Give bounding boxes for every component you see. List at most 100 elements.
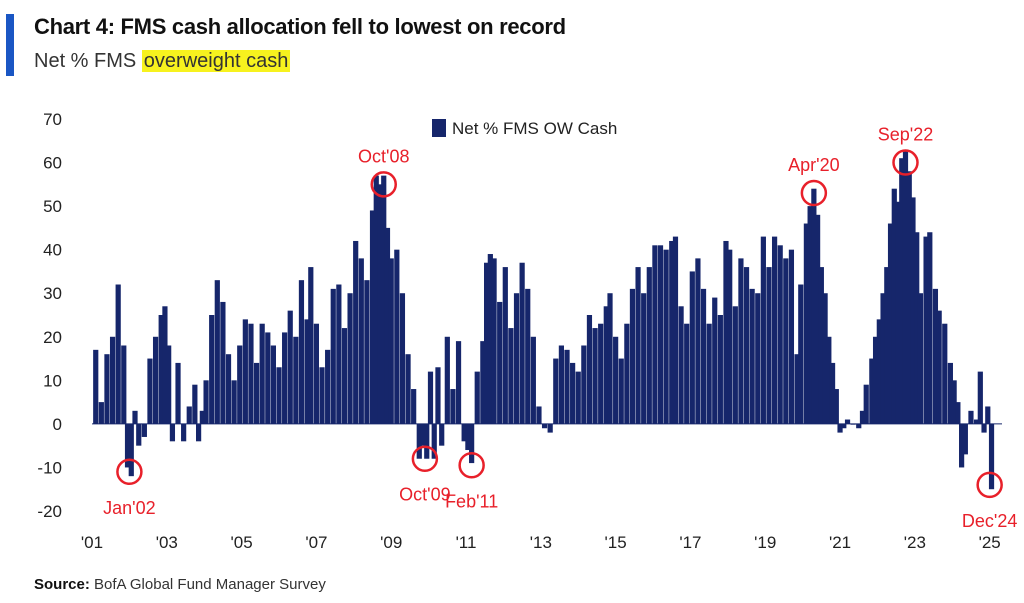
data-bar [902,149,909,424]
data-bar [109,336,116,424]
annotation-circle [370,171,397,198]
data-bar [480,341,486,424]
data-bar [818,267,824,424]
data-bar [439,423,445,446]
data-bar [798,284,804,424]
data-bar [270,345,276,424]
y-tick-label: 20 [43,328,62,347]
data-bar [214,280,220,424]
data-bar [914,232,920,424]
x-tick-label: '01 [81,533,103,552]
data-bar [624,323,630,424]
cash-allocation-chart: -20 -10 0 10 20 30 40 50 60 70 '01 '03 '05 '07 '09 '11 '… [37,110,1017,552]
data-bar [336,284,342,424]
data-bar [755,293,761,424]
data-bar [341,328,348,424]
data-bar [196,423,202,442]
data-bar [783,258,789,424]
data-bar [455,341,462,424]
data-bar [132,410,138,424]
data-bar [988,423,995,490]
data-bar [807,206,813,424]
data-bar [519,262,525,424]
x-tick-label: '07 [305,533,327,552]
data-bar [444,336,450,424]
subtitle-highlight: overweight cash [141,50,291,72]
data-bar [298,280,305,424]
data-bar [276,367,282,424]
data-bar [192,384,198,424]
data-bar [158,315,164,424]
annotation-circle [976,471,1003,499]
x-tick-label: '11 [456,533,477,552]
data-bar [282,332,288,424]
x-tick-label: '03 [156,533,178,552]
data-bar [618,358,624,424]
y-tick-label: 30 [43,284,62,303]
y-tick-label: 0 [53,415,62,434]
data-bar [98,402,104,424]
data-bar [951,380,957,424]
data-bar [635,267,641,424]
data-bar [541,423,548,429]
data-bar [203,380,209,424]
data-bar [152,336,159,424]
data-bar [872,336,879,424]
data-bar [947,362,953,424]
data-bar [313,323,320,424]
legend-label: Net % FMS OW Cash [452,119,617,138]
data-bar [225,354,232,424]
legend-swatch [432,119,446,137]
data-bar [381,175,387,424]
data-bar [706,323,712,424]
data-bar [641,293,647,424]
data-bar [906,171,912,424]
data-bar [121,345,127,424]
data-bar [581,345,587,424]
data-bar [513,293,520,424]
data-bar [358,258,364,424]
data-bar [695,258,701,424]
data-bar [603,306,609,424]
x-tick-label: '19 [754,533,776,552]
data-bar [399,293,406,424]
data-bar [738,258,744,424]
data-bar [394,249,400,424]
x-tick-label: '15 [605,533,627,552]
data-bar [856,423,862,429]
data-bar [558,345,564,424]
data-bar [411,389,417,424]
data-bar [672,236,679,424]
data-bar [259,323,265,424]
data-bar [325,349,331,424]
source-note: Source: BofA Global Fund Manager Survey [34,576,326,593]
data-bar [689,271,695,424]
data-bar [416,423,422,459]
data-bar [895,201,901,424]
data-bar [923,236,929,424]
data-bar [115,284,121,424]
data-bar [461,423,467,442]
y-tick-label: 60 [43,154,62,173]
data-bar [743,267,750,424]
data-bar [652,245,658,424]
data-bar [373,175,379,424]
annotation-label: Jan'02 [103,498,155,518]
data-bar [147,358,153,424]
data-bar [973,419,980,424]
data-bar [811,188,817,424]
data-bar [388,258,394,424]
annotation-circle [411,445,439,472]
data-bar [837,423,843,433]
annotation-circle [116,458,143,486]
data-bar [525,288,531,424]
data-bar [231,380,237,424]
data-bar [962,423,968,455]
data-bar [491,258,497,424]
data-bar [880,293,886,424]
y-tick-label: 50 [43,197,62,216]
data-bar [136,423,142,446]
annotation-label: Feb'11 [445,491,498,511]
data-bar [186,406,192,424]
annotation-circle [458,452,485,479]
